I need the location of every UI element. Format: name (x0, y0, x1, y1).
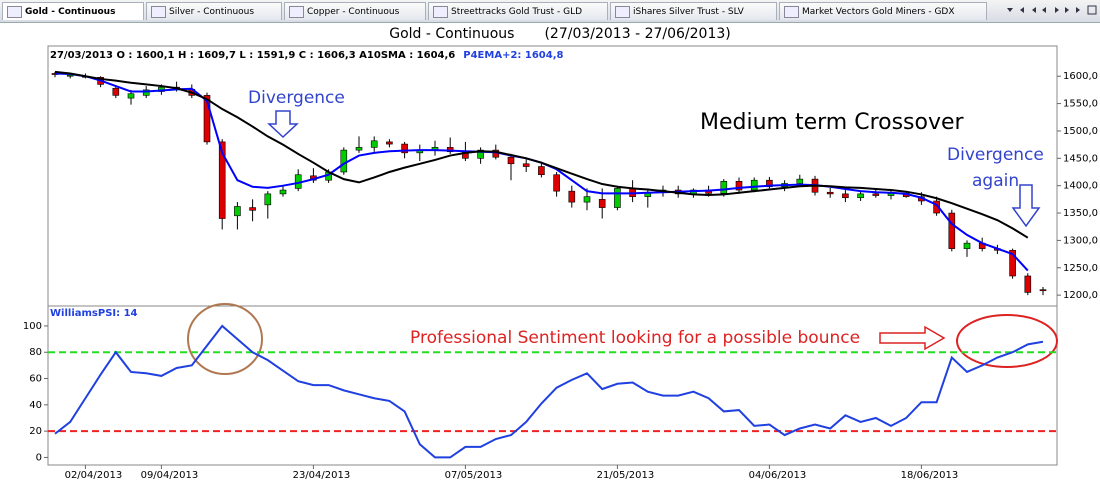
indicator-line (54, 70, 1029, 239)
candle-body (720, 181, 728, 194)
panel-label: WilliamsPSI: 14 (50, 308, 138, 319)
candle-body (477, 149, 484, 159)
candle-body (766, 179, 773, 188)
candle-body (249, 207, 256, 211)
x-tick-label: 23/04/2013 (293, 470, 351, 481)
candle-body (1024, 275, 1032, 293)
candle-body (355, 147, 363, 151)
subtitle: (27/03/2013 - 27/06/2013) (544, 26, 730, 42)
y-tick-label: 60 (29, 374, 42, 385)
candle-body (279, 189, 287, 195)
nav-button[interactable] (1055, 7, 1059, 13)
y-tick-label: 1400,0 (1063, 181, 1098, 192)
y-tick-label: 1250,0 (1063, 263, 1098, 274)
candle-body (614, 188, 621, 208)
candle-body (842, 193, 849, 199)
y-tick-label: 0 (36, 452, 42, 463)
highlight-circle (187, 303, 263, 375)
candle-body (386, 141, 393, 145)
candle-body (857, 193, 864, 199)
tab[interactable]: Gold - Continuous (2, 2, 144, 20)
candle-body (66, 74, 74, 77)
y-tick-label: 80 (29, 347, 42, 358)
candle-body (234, 206, 241, 217)
nav-button[interactable] (1087, 5, 1097, 15)
candle-body (568, 190, 576, 203)
candle-body (553, 174, 560, 192)
arrow (1011, 184, 1041, 228)
x-tick-label: 09/04/2013 (141, 470, 199, 481)
candle-body (538, 166, 545, 176)
annotation: Medium term Crossover (700, 110, 965, 135)
x-tick-label: 21/05/2013 (597, 470, 655, 481)
annotation: again (972, 171, 1019, 191)
x-tick-label: 02/04/2013 (65, 470, 123, 481)
psi-line (54, 324, 1044, 459)
candle-body (1009, 249, 1016, 277)
candle-body (796, 178, 804, 184)
candle-body (598, 199, 606, 208)
title: Gold - Continuous (389, 26, 514, 42)
candle-body (264, 193, 272, 206)
y-tick-label: 1600,0 (1063, 71, 1098, 82)
chart-title: Gold - Continuous (27/03/2013 - 27/06/201… (389, 26, 730, 42)
price-frame (47, 45, 1058, 307)
annotation: Divergence (248, 88, 345, 108)
nav-button[interactable] (1032, 7, 1036, 13)
annotation: Professional Sentiment looking for a pos… (410, 328, 860, 348)
nav-button[interactable] (1076, 7, 1080, 13)
y-tick-label: 20 (29, 426, 42, 437)
candle-body (112, 87, 120, 96)
candle-body (522, 163, 530, 167)
candle-body (507, 156, 515, 165)
y-tick-label: 40 (29, 400, 42, 411)
highlight-circle (956, 314, 1058, 368)
nav-button[interactable] (1020, 7, 1024, 13)
ema-info: P4EMA+2: 1604,8 (463, 50, 563, 61)
nav-button[interactable] (1065, 7, 1069, 13)
candle-body (370, 140, 378, 148)
tab[interactable]: iShares Silver Trust - SLV (610, 2, 777, 20)
arrow (267, 110, 299, 139)
candle-body (583, 196, 591, 203)
tab-bar: Gold - Continuous Silver - Continuous Co… (0, 0, 1100, 23)
candle-body (735, 181, 743, 191)
y-tick-label: 1450,0 (1063, 153, 1098, 164)
candle-body (1039, 289, 1047, 292)
tab[interactable]: Market Vectors Gold Miners - GDX (779, 2, 987, 20)
psi-frame (47, 305, 1058, 466)
nav-button[interactable] (1007, 8, 1013, 12)
ohlc-info: 27/03/2013 O : 1600,1 H : 1609,7 L : 159… (50, 50, 455, 61)
y-tick-label: 1550,0 (1063, 99, 1098, 110)
nav-buttons (1007, 5, 1097, 15)
candle-body (750, 179, 758, 191)
x-tick-label: 18/06/2013 (901, 470, 959, 481)
y-tick-label: 1300,0 (1063, 235, 1098, 246)
candle-body (203, 95, 211, 143)
candle-body (142, 89, 150, 96)
tab[interactable]: Copper - Continuous (284, 2, 426, 20)
arrow (879, 325, 946, 351)
info: 27/03/2013 O : 1600,1 H : 1609,7 L : 159… (50, 50, 564, 61)
annotation: Divergence (947, 145, 1044, 165)
tab[interactable]: Silver - Continuous (146, 2, 282, 20)
candle-body (218, 141, 226, 219)
candle-body (127, 93, 135, 99)
candle-body (872, 193, 880, 196)
candle-body (948, 212, 956, 249)
candle-body (401, 143, 408, 154)
candle-body (963, 242, 971, 249)
y-tick-label: 100 (23, 321, 42, 332)
y-tick-label: 1350,0 (1063, 208, 1098, 219)
x-tick-label: 04/06/2013 (749, 470, 807, 481)
candle-body (826, 191, 834, 195)
x-tick-label: 07/05/2013 (445, 470, 503, 481)
y-tick-label: 1500,0 (1063, 126, 1098, 137)
y-tick-label: 1200,0 (1063, 290, 1098, 301)
candle-body (340, 149, 348, 173)
tab[interactable]: Streettracks Gold Trust - GLD (428, 2, 608, 20)
nav-button[interactable] (1042, 7, 1046, 13)
